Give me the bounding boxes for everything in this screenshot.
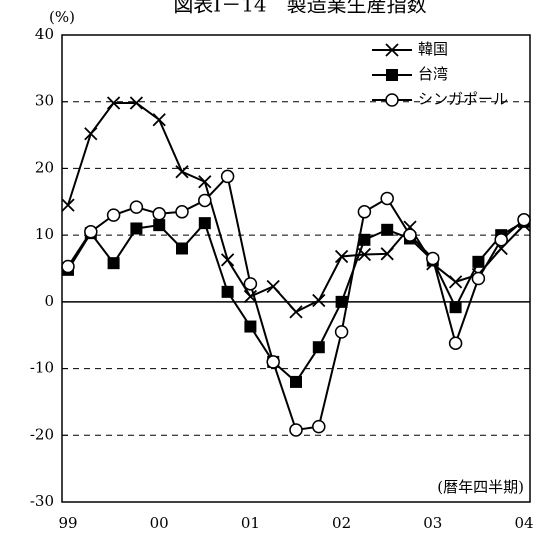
- data-point: [221, 285, 234, 298]
- x-tick-label: 04: [514, 514, 533, 532]
- y-tick-label: -30: [30, 492, 54, 510]
- x-tick-label: 99: [58, 514, 77, 532]
- x-tick-label: 03: [423, 514, 442, 532]
- legend-marker: [386, 69, 398, 81]
- data-point: [198, 175, 212, 189]
- y-tick-label: 40: [35, 25, 54, 43]
- data-point: [426, 251, 440, 266]
- chart-title: 図表Ⅰ－14 製造業生産指数: [173, 0, 426, 17]
- data-point: [152, 113, 166, 127]
- y-tick-label: 30: [35, 92, 54, 110]
- data-point: [289, 423, 303, 437]
- data-point: [517, 213, 531, 227]
- data-point: [312, 341, 325, 354]
- data-point: [198, 193, 212, 208]
- data-point: [312, 293, 326, 308]
- data-point: [290, 375, 302, 388]
- data-point: [403, 228, 417, 242]
- data-point: [130, 222, 143, 235]
- data-point: [220, 169, 235, 184]
- data-point: [358, 233, 371, 246]
- x-tick-label: 02: [332, 514, 351, 532]
- y-tick-label: -20: [30, 425, 54, 443]
- legend-label: 韓国: [418, 40, 448, 58]
- data-point: [175, 205, 189, 219]
- data-point: [381, 223, 394, 236]
- data-point: [244, 320, 257, 333]
- x-note: (暦年四半期): [437, 478, 524, 496]
- data-point: [334, 325, 349, 339]
- data-point: [106, 208, 121, 222]
- data-point: [494, 233, 508, 247]
- data-point: [176, 242, 188, 255]
- data-point: [312, 419, 326, 434]
- data-point: [152, 207, 166, 221]
- data-point: [61, 259, 75, 274]
- legend-marker: [385, 43, 399, 57]
- y-tick-label: 20: [35, 158, 54, 176]
- data-point: [334, 249, 349, 264]
- data-point: [198, 217, 211, 230]
- y-tick-label: -10: [30, 359, 54, 377]
- data-point: [107, 257, 120, 270]
- data-point: [220, 253, 235, 267]
- data-point: [472, 255, 485, 268]
- y-tick-label: 10: [35, 225, 54, 243]
- data-point: [266, 279, 280, 294]
- legend-label: シンガポール: [418, 90, 508, 108]
- y-unit: (%): [49, 8, 75, 26]
- data-point: [106, 96, 121, 110]
- data-point: [471, 271, 486, 286]
- x-tick-label: 00: [150, 514, 169, 532]
- legend-label: 台湾: [418, 65, 448, 83]
- data-point: [84, 225, 98, 239]
- data-point: [175, 165, 189, 179]
- data-point: [380, 247, 394, 261]
- legend-marker: [385, 93, 399, 107]
- data-point: [153, 219, 166, 232]
- data-point: [380, 191, 394, 206]
- data-point: [243, 277, 258, 291]
- data-point: [357, 205, 372, 219]
- data-point: [129, 96, 144, 110]
- y-tick-label: 0: [44, 292, 54, 310]
- data-point: [448, 336, 463, 350]
- data-point: [289, 305, 303, 319]
- data-point: [448, 275, 463, 289]
- data-point: [129, 200, 144, 214]
- data-point: [84, 127, 98, 141]
- x-tick-label: 01: [241, 514, 260, 532]
- data-point: [266, 355, 280, 369]
- data-point: [449, 301, 462, 314]
- data-point: [61, 198, 75, 212]
- data-point: [335, 295, 348, 308]
